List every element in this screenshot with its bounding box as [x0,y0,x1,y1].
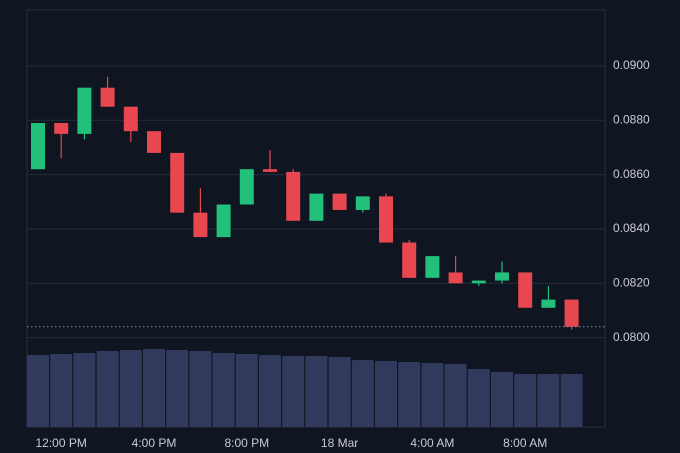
volume-bar [73,353,96,427]
volume-bar [537,374,560,427]
volume-bar [27,355,49,427]
x-tick-label: 12:00 PM [36,436,87,450]
candle-body [216,204,231,238]
y-tick-label: 0.0820 [613,275,650,289]
y-tick-label: 0.0840 [613,221,650,235]
candle-body [564,299,579,327]
candle-body [170,152,185,213]
volume-bar [444,364,467,427]
candle-body [54,123,69,134]
candle-body [332,193,347,210]
volume-bar [421,363,444,427]
volume-bar [166,350,189,427]
x-tick-label: 8:00 AM [503,436,547,450]
y-tick-label: 0.0860 [613,167,650,181]
volume-bar [235,354,258,427]
candle-body [425,256,440,278]
volume-bar [259,355,281,427]
candle-body [123,106,138,132]
volume-bar [143,349,165,427]
volume-bar [351,360,374,427]
volume-bar [119,350,142,427]
candle-body [309,193,324,221]
candle-body [31,123,45,170]
volume-bar [491,372,513,427]
volume-bar [398,362,421,427]
candle-body [263,169,277,172]
volume-bar [96,351,119,427]
candle-body [495,272,509,281]
volume-bar [282,356,305,427]
volume-bar [375,361,397,427]
volume-bar [514,374,537,427]
volume-bar [50,354,73,427]
candle-body [518,272,533,308]
candle-body [471,280,486,284]
x-tick-label: 18 Mar [321,436,358,450]
candle-body [379,196,393,243]
volume-bar [467,369,490,427]
volume-bar [305,356,328,427]
x-tick-label: 4:00 PM [132,436,177,450]
volume-bar [328,357,351,427]
y-tick-label: 0.0900 [613,58,650,72]
y-tick-label: 0.0880 [613,112,650,126]
candle-body [448,272,463,284]
candle-body [77,87,92,134]
candle-body [147,131,161,153]
candle-body [541,299,556,308]
volume-bar [212,353,235,427]
volume-bar [560,374,583,427]
y-tick-label: 0.0800 [613,330,650,344]
x-tick-label: 4:00 AM [410,436,454,450]
candle-body [239,169,254,205]
candle-body [355,196,370,210]
volume-bar [189,351,212,427]
candle-body [100,87,115,107]
x-tick-label: 8:00 PM [224,436,269,450]
candle-body [286,171,301,221]
candle-body [193,212,208,238]
candle-body [402,242,417,278]
